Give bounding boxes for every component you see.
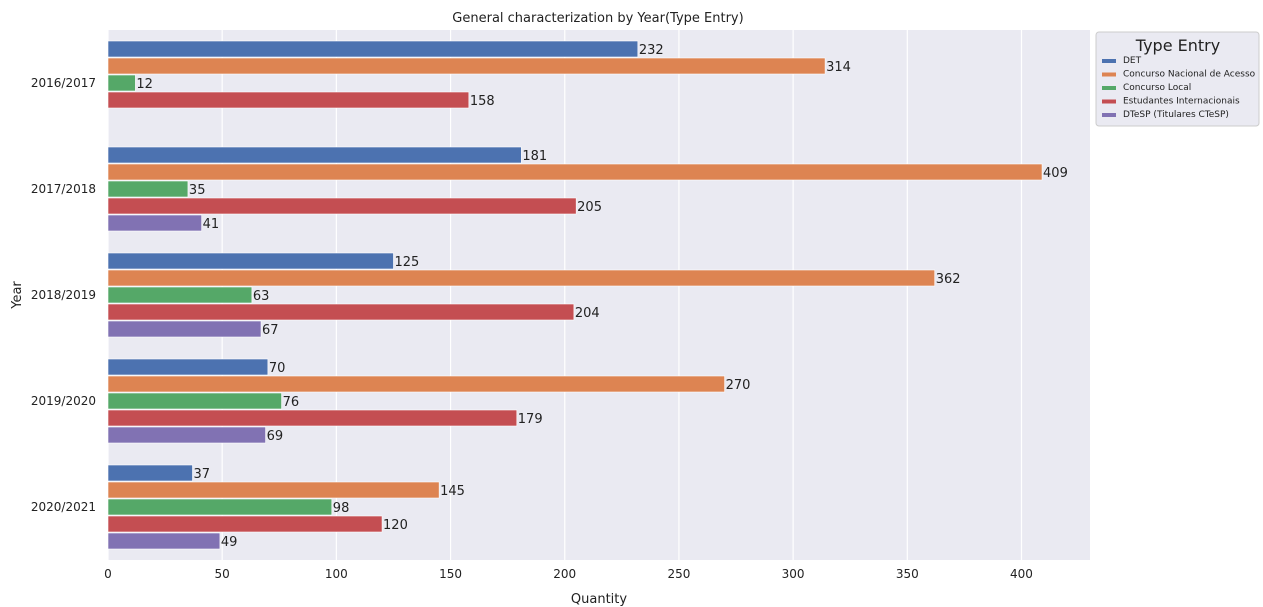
data-label: 67	[262, 323, 279, 338]
y-tick-labels: 2016/2017 2017/2018 2018/2019 2019/2020 2020…	[31, 76, 96, 514]
value-labels: 232 314 12 158 181 409 35 205 41 125 362 63 204 67 70 2…	[136, 43, 1067, 550]
bar	[107, 269, 936, 287]
x-tick-label: 100	[325, 567, 348, 581]
bar	[107, 163, 1043, 181]
data-label: 49	[221, 535, 238, 550]
bar	[107, 197, 577, 215]
x-tick-label: 250	[667, 567, 690, 581]
bar	[107, 180, 189, 198]
legend-swatch	[1102, 113, 1116, 117]
x-tick-label: 400	[1010, 567, 1033, 581]
legend-item-label: DET	[1123, 56, 1142, 66]
x-tick-label: 300	[782, 567, 805, 581]
data-label: 205	[577, 200, 602, 215]
y-tick-label: 2019/2020	[31, 394, 96, 408]
data-label: 41	[203, 217, 220, 232]
legend-swatch	[1102, 99, 1116, 104]
x-tick-labels: 0 50 100 150 200 250 300 350 400	[104, 567, 1033, 581]
data-label: 181	[522, 149, 547, 164]
data-label: 125	[394, 255, 419, 270]
legend-swatch	[1102, 59, 1116, 63]
legend-title: Type Entry	[1135, 36, 1220, 55]
legend-box	[1095, 31, 1260, 127]
chart-title: General characterization by Year(Type En…	[452, 11, 743, 26]
data-label: 409	[1043, 166, 1068, 181]
x-axis-label: Quantity	[571, 592, 627, 607]
y-tick-label: 2017/2018	[31, 182, 96, 196]
legend-swatch	[1102, 86, 1116, 90]
bar	[107, 320, 262, 338]
data-label: 70	[269, 361, 286, 376]
bar	[107, 74, 136, 92]
bar	[107, 375, 725, 393]
data-label: 76	[283, 395, 300, 410]
bar	[107, 214, 202, 232]
legend-items: DET Concurso Nacional de Acesso Concurso L…	[1102, 56, 1256, 120]
data-label: 179	[518, 412, 543, 427]
data-label: 314	[826, 60, 851, 75]
data-label: 204	[575, 306, 600, 321]
bar	[107, 286, 253, 304]
bar	[107, 409, 518, 427]
data-label: 12	[136, 77, 153, 92]
y-tick-label: 2016/2017	[31, 76, 96, 90]
legend-item-label: DTeSP (Titulares CTeSP)	[1123, 110, 1229, 120]
bar	[107, 358, 269, 376]
bar	[107, 303, 575, 321]
y-tick-label: 2020/2021	[31, 500, 96, 514]
bar	[107, 532, 221, 550]
bar	[107, 91, 470, 109]
bar	[107, 252, 394, 270]
data-label: 98	[333, 501, 350, 516]
legend-item-label: Concurso Nacional de Acesso	[1123, 70, 1256, 80]
legend: Type Entry DET Concurso Nacional de Acess…	[1095, 31, 1260, 127]
bar	[107, 481, 440, 499]
data-label: 362	[936, 272, 961, 287]
data-label: 270	[726, 378, 751, 393]
y-axis-label: Year	[10, 281, 25, 310]
bar	[107, 146, 522, 164]
legend-item-label: Concurso Local	[1123, 83, 1191, 93]
bar	[107, 464, 193, 482]
bar	[107, 426, 266, 444]
legend-swatch	[1102, 72, 1116, 77]
x-tick-label: 0	[104, 567, 112, 581]
bars	[107, 40, 1043, 550]
bar	[107, 498, 333, 516]
data-label: 145	[440, 484, 465, 499]
bar	[107, 40, 639, 58]
legend-item-label: Estudantes Internacionais	[1123, 97, 1240, 107]
x-tick-label: 200	[553, 567, 576, 581]
bar	[107, 515, 383, 533]
plot-area	[108, 30, 1090, 560]
bar	[107, 57, 826, 75]
data-label: 63	[253, 289, 270, 304]
data-label: 232	[639, 43, 664, 58]
x-tick-label: 350	[896, 567, 919, 581]
data-label: 69	[267, 429, 284, 444]
data-label: 120	[383, 518, 408, 533]
data-label: 37	[193, 467, 210, 482]
x-tick-label: 150	[439, 567, 462, 581]
x-tick-label: 50	[215, 567, 230, 581]
bar	[107, 392, 282, 410]
data-label: 158	[470, 94, 495, 109]
y-tick-label: 2018/2019	[31, 288, 96, 302]
data-label: 35	[189, 183, 206, 198]
